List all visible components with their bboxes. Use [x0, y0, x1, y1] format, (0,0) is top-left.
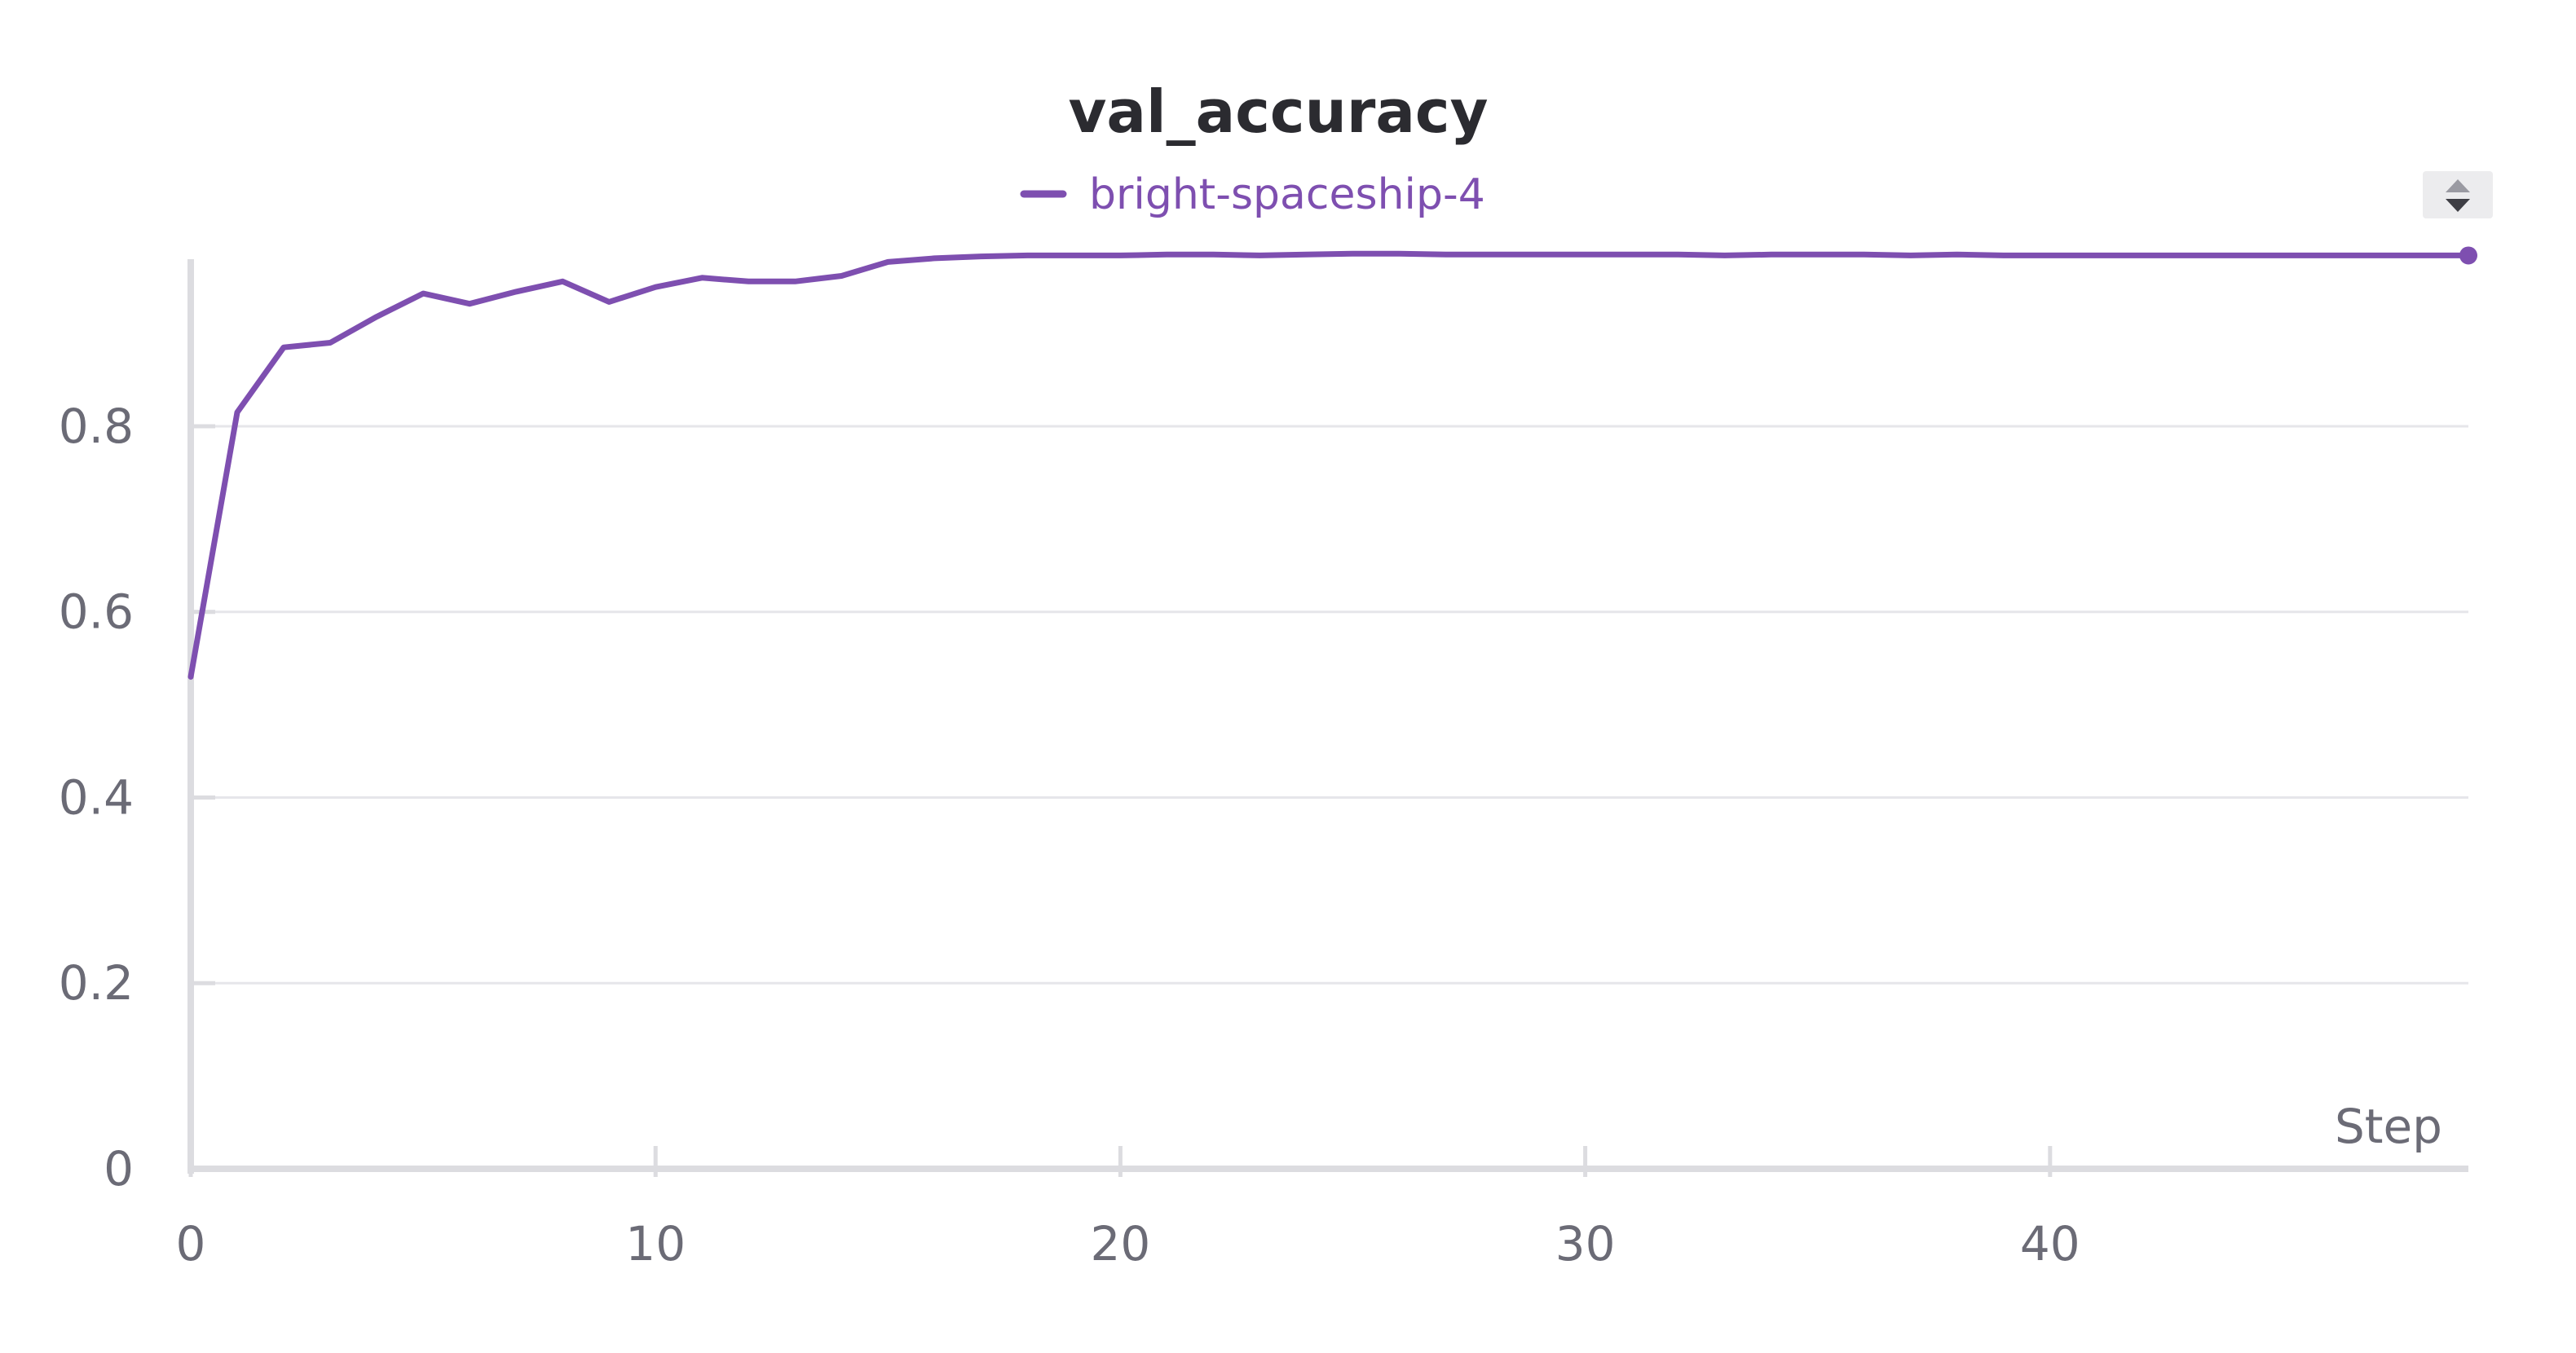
chart-title: val_accuracy [1068, 77, 1488, 146]
grid [191, 425, 2468, 985]
x-tick-label: 20 [1091, 1216, 1151, 1271]
x-axis-ticks: 0 10 20 30 40 [176, 1146, 2080, 1271]
legend-label: bright-spaceship-4 [1089, 170, 1485, 219]
axes [187, 259, 2468, 1174]
x-tick-label: 30 [1555, 1216, 1616, 1271]
y-tick-label: 0.6 [59, 584, 134, 640]
x-tick-label: 0 [176, 1216, 206, 1271]
legend-sort-button[interactable] [2423, 171, 2493, 218]
series-layer [187, 246, 2477, 680]
series-line-bright-spaceship-4[interactable] [187, 250, 2472, 680]
legend[interactable]: bright-spaceship-4 [1020, 170, 1485, 219]
y-tick-label: 0 [104, 1141, 134, 1197]
x-tick-label: 10 [625, 1216, 686, 1271]
series-endpoint-marker [2459, 246, 2477, 265]
sort-up-down-icon [2446, 179, 2470, 212]
y-tick-label: 0.8 [59, 399, 134, 454]
y-tick-label: 0.4 [59, 769, 134, 825]
y-axis-ticks: 0 0.2 0.4 0.6 0.8 [59, 399, 215, 1197]
x-tick-label: 40 [2020, 1216, 2080, 1271]
y-tick-label: 0.2 [59, 955, 134, 1011]
x-axis-title: Step [2335, 1099, 2442, 1154]
